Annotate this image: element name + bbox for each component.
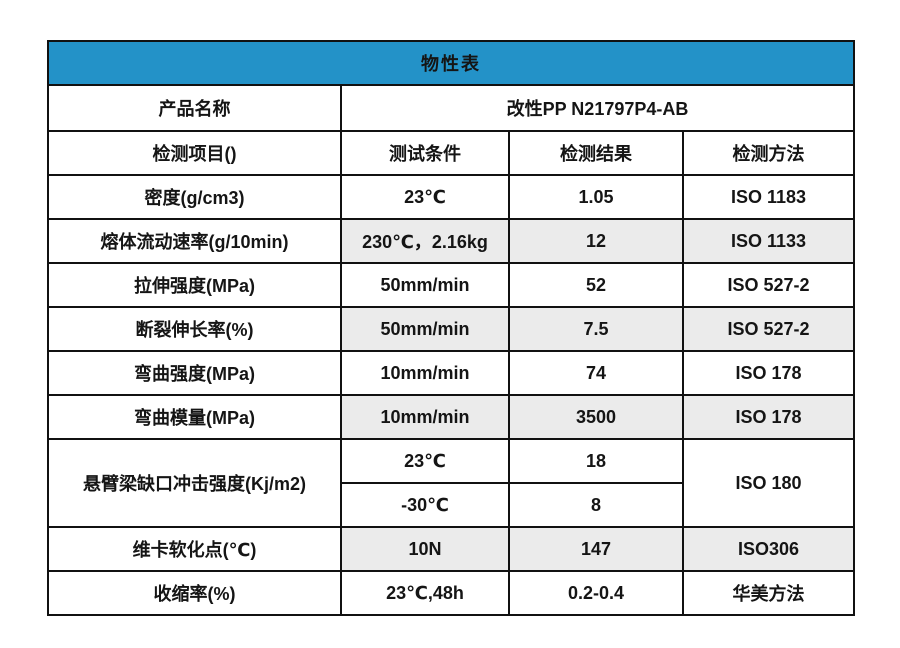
cell-condition: 50mm/min bbox=[340, 306, 510, 352]
table-row-elongation-at-break: 断裂伸长率(%) 50mm/min 7.5 ISO 527-2 bbox=[47, 306, 855, 352]
cell-result: 3500 bbox=[508, 394, 684, 440]
cell-result: 74 bbox=[508, 350, 684, 396]
table-row-vicat-softening-point: 维卡软化点(℃) 10N 147 ISO306 bbox=[47, 526, 855, 572]
cell-condition: 23℃ bbox=[340, 438, 510, 484]
table-row-melt-flow-rate: 熔体流动速率(g/10min) 230℃，2.16kg 12 ISO 1133 bbox=[47, 218, 855, 264]
cell-method: ISO 527-2 bbox=[682, 262, 855, 308]
column-header-condition: 测试条件 bbox=[340, 130, 510, 176]
cell-method: ISO 527-2 bbox=[682, 306, 855, 352]
cell-method: ISO 1183 bbox=[682, 174, 855, 220]
product-label: 产品名称 bbox=[47, 84, 342, 132]
column-header-method: 检测方法 bbox=[682, 130, 855, 176]
table-row-izod-impact-23c: 悬臂梁缺口冲击强度(Kj/m2) 23℃ 18 ISO 180 bbox=[47, 438, 855, 528]
cell-result: 0.2-0.4 bbox=[508, 570, 684, 616]
cell-method: ISO 1133 bbox=[682, 218, 855, 264]
product-value: 改性PP N21797P4-AB bbox=[340, 84, 855, 132]
cell-condition: 10mm/min bbox=[340, 350, 510, 396]
cell-result: 52 bbox=[508, 262, 684, 308]
cell-condition: 50mm/min bbox=[340, 262, 510, 308]
table-row-shrinkage: 收缩率(%) 23℃,48h 0.2-0.4 华美方法 bbox=[47, 570, 855, 616]
cell-item: 密度(g/cm3) bbox=[47, 174, 342, 220]
cell-condition: -30℃ bbox=[340, 482, 510, 528]
table-row-izod-impact-minus30c: -30℃ 8 bbox=[48, 482, 854, 528]
table-row-density: 密度(g/cm3) 23℃ 1.05 ISO 1183 bbox=[47, 174, 855, 220]
cell-item: 断裂伸长率(%) bbox=[47, 306, 342, 352]
table-row-tensile-strength: 拉伸强度(MPa) 50mm/min 52 ISO 527-2 bbox=[47, 262, 855, 308]
cell-condition: 10mm/min bbox=[340, 394, 510, 440]
cell-condition: 230℃，2.16kg bbox=[340, 218, 510, 264]
cell-result: 147 bbox=[508, 526, 684, 572]
cell-method: 华美方法 bbox=[682, 570, 855, 616]
column-header-result: 检测结果 bbox=[508, 130, 684, 176]
cell-result: 8 bbox=[508, 482, 684, 528]
cell-condition: 23℃ bbox=[340, 174, 510, 220]
cell-result: 18 bbox=[508, 438, 684, 484]
table-row-flexural-modulus: 弯曲模量(MPa) 10mm/min 3500 ISO 178 bbox=[47, 394, 855, 440]
cell-item: 维卡软化点(℃) bbox=[47, 526, 342, 572]
cell-condition: 23℃,48h bbox=[340, 570, 510, 616]
cell-result: 12 bbox=[508, 218, 684, 264]
cell-condition: 10N bbox=[340, 526, 510, 572]
cell-method: ISO 180 bbox=[682, 438, 855, 528]
table-row-flexural-strength: 弯曲强度(MPa) 10mm/min 74 ISO 178 bbox=[47, 350, 855, 396]
cell-item: 悬臂梁缺口冲击强度(Kj/m2) bbox=[47, 438, 342, 528]
column-header-item: 检测项目() bbox=[47, 130, 342, 176]
table-title: 物性表 bbox=[47, 40, 855, 86]
cell-result: 1.05 bbox=[508, 174, 684, 220]
cell-item: 弯曲强度(MPa) bbox=[47, 350, 342, 396]
cell-item: 熔体流动速率(g/10min) bbox=[47, 218, 342, 264]
cell-method: ISO 178 bbox=[682, 394, 855, 440]
cell-result: 7.5 bbox=[508, 306, 684, 352]
product-row: 产品名称 改性PP N21797P4-AB bbox=[47, 84, 855, 132]
column-header-row: 检测项目() 测试条件 检测结果 检测方法 bbox=[47, 130, 855, 176]
cell-method: ISO306 bbox=[682, 526, 855, 572]
properties-table: 物性表 产品名称 改性PP N21797P4-AB 检测项目() 测试条件 检测… bbox=[47, 40, 855, 616]
cell-item: 收缩率(%) bbox=[47, 570, 342, 616]
cell-method: ISO 178 bbox=[682, 350, 855, 396]
title-row: 物性表 bbox=[47, 40, 855, 86]
cell-item: 弯曲模量(MPa) bbox=[47, 394, 342, 440]
cell-item: 拉伸强度(MPa) bbox=[47, 262, 342, 308]
